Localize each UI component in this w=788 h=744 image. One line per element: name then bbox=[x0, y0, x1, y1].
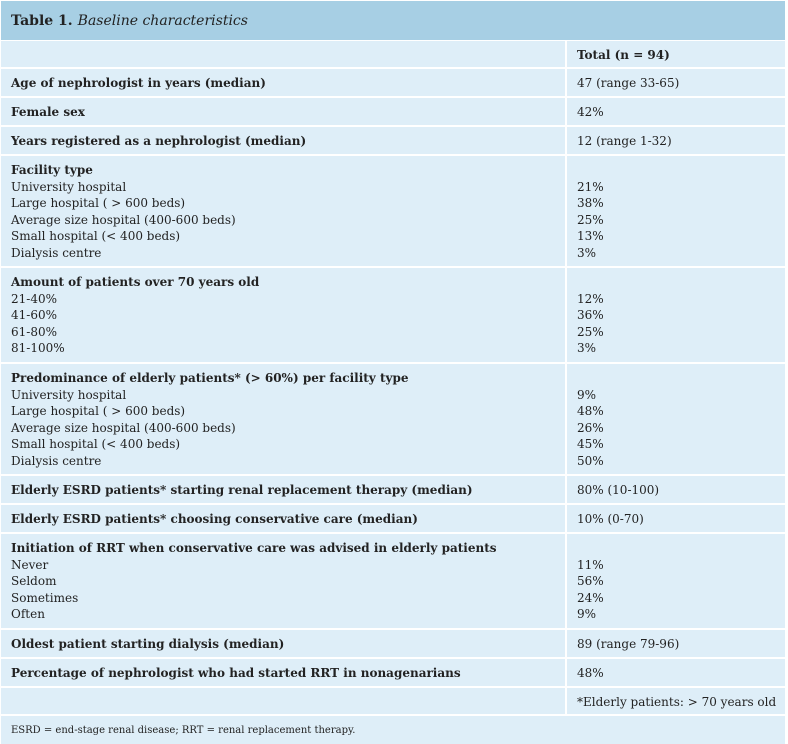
sub-item-value: 36% bbox=[577, 308, 604, 323]
sub-item-label: Never bbox=[11, 557, 49, 572]
header-row: Total (n = 94) bbox=[1, 41, 785, 69]
sub-item-value: 9% bbox=[577, 387, 597, 402]
sub-item-value: 12% bbox=[577, 291, 604, 306]
sub-item-label: University hospital bbox=[11, 179, 127, 194]
sub-item-label: Large hospital ( > 600 beds) bbox=[11, 196, 186, 211]
row-value-group: 11% 56% 24% 9% bbox=[567, 534, 785, 628]
table-number: Table 1. bbox=[11, 12, 73, 29]
group-heading: Facility type bbox=[11, 163, 93, 177]
sub-item-value: 24% bbox=[577, 590, 604, 605]
table-title: Baseline characteristics bbox=[77, 12, 248, 29]
sub-item-value: 26% bbox=[577, 420, 604, 435]
table-row: Female sex 42% bbox=[1, 98, 785, 127]
sub-item-label: Average size hospital (400-600 beds) bbox=[11, 420, 236, 435]
table-row: Oldest patient starting dialysis (median… bbox=[1, 630, 785, 659]
sub-item-value: 25% bbox=[577, 212, 604, 227]
sub-item-label: 61-80% bbox=[11, 324, 57, 339]
group-heading: Predominance of elderly patients* (> 60%… bbox=[11, 371, 409, 385]
row-label: Female sex bbox=[1, 98, 567, 125]
row-label: Oldest patient starting dialysis (median… bbox=[1, 630, 567, 657]
header-label-cell bbox=[1, 41, 567, 67]
row-label-group: Predominance of elderly patients* (> 60%… bbox=[1, 364, 567, 474]
row-label: Elderly ESRD patients* starting renal re… bbox=[1, 476, 567, 503]
sub-item-label: Average size hospital (400-600 beds) bbox=[11, 212, 236, 227]
table-footnote: ESRD = end-stage renal disease; RRT = re… bbox=[1, 716, 785, 744]
table-row: Age of nephrologist in years (median) 47… bbox=[1, 69, 785, 98]
elderly-note-spacer bbox=[1, 688, 567, 714]
group-heading: Amount of patients over 70 years old bbox=[11, 275, 260, 289]
elderly-note-row: *Elderly patients: > 70 years old bbox=[1, 688, 785, 716]
row-label-group: Facility type University hospital Large … bbox=[1, 156, 567, 266]
row-label-group: Initiation of RRT when conservative care… bbox=[1, 534, 567, 628]
table-row: Percentage of nephrologist who had start… bbox=[1, 659, 785, 688]
row-value: 10% (0-70) bbox=[577, 512, 644, 526]
sub-item-label: University hospital bbox=[11, 387, 127, 402]
sub-item-value: 9% bbox=[577, 607, 597, 622]
sub-item-value: 3% bbox=[577, 245, 597, 260]
sub-item-value: 13% bbox=[577, 229, 604, 244]
table-row-predominance-elderly: Predominance of elderly patients* (> 60%… bbox=[1, 364, 785, 476]
group-heading: Initiation of RRT when conservative care… bbox=[11, 541, 497, 555]
row-label: Elderly ESRD patients* choosing conserva… bbox=[1, 505, 567, 532]
sub-item-value: 56% bbox=[577, 574, 604, 589]
table-row-rrt-initiation: Initiation of RRT when conservative care… bbox=[1, 534, 785, 630]
table-row: Years registered as a nephrologist (medi… bbox=[1, 127, 785, 156]
row-value: 12 (range 1-32) bbox=[577, 134, 672, 148]
row-value: 48% bbox=[577, 666, 604, 680]
row-label-group: Amount of patients over 70 years old 21-… bbox=[1, 268, 567, 362]
sub-item-label: Sometimes bbox=[11, 590, 79, 605]
sub-item-label: Large hospital ( > 600 beds) bbox=[11, 404, 186, 419]
sub-item-label: Dialysis centre bbox=[11, 453, 102, 468]
elderly-note: *Elderly patients: > 70 years old bbox=[577, 695, 777, 709]
sub-item-value: 48% bbox=[577, 404, 604, 419]
table-caption: Table 1. Baseline characteristics bbox=[1, 1, 785, 41]
sub-item-label: Dialysis centre bbox=[11, 245, 102, 260]
table-row: Elderly ESRD patients* starting renal re… bbox=[1, 476, 785, 505]
sub-item-label: Small hospital (< 400 beds) bbox=[11, 229, 181, 244]
table-row: Elderly ESRD patients* choosing conserva… bbox=[1, 505, 785, 534]
row-value: 42% bbox=[577, 105, 604, 119]
table-row-patients-over-70: Amount of patients over 70 years old 21-… bbox=[1, 268, 785, 364]
row-value: 80% (10-100) bbox=[577, 483, 660, 497]
sub-item-value: 11% bbox=[577, 557, 604, 572]
sub-item-label: Often bbox=[11, 607, 45, 622]
sub-item-label: 41-60% bbox=[11, 308, 57, 323]
row-value: 47 (range 33-65) bbox=[577, 76, 680, 90]
sub-item-label: 21-40% bbox=[11, 291, 57, 306]
row-label: Percentage of nephrologist who had start… bbox=[1, 659, 567, 686]
row-label: Age of nephrologist in years (median) bbox=[1, 69, 567, 96]
sub-item-value: 50% bbox=[577, 453, 604, 468]
row-value-group: 12% 36% 25% 3% bbox=[567, 268, 785, 362]
sub-item-value: 45% bbox=[577, 437, 604, 452]
sub-item-label: Small hospital (< 400 beds) bbox=[11, 437, 181, 452]
sub-item-label: 81-100% bbox=[11, 341, 65, 356]
row-value-group: 9% 48% 26% 45% 50% bbox=[567, 364, 785, 474]
sub-item-value: 38% bbox=[577, 196, 604, 211]
row-label: Years registered as a nephrologist (medi… bbox=[1, 127, 567, 154]
sub-item-label: Seldom bbox=[11, 574, 57, 589]
table-row-facility-type: Facility type University hospital Large … bbox=[1, 156, 785, 268]
sub-item-value: 3% bbox=[577, 341, 597, 356]
column-header-total: Total (n = 94) bbox=[577, 48, 670, 62]
row-value: 89 (range 79-96) bbox=[577, 637, 680, 651]
sub-item-value: 25% bbox=[577, 324, 604, 339]
row-value-group: 21% 38% 25% 13% 3% bbox=[567, 156, 785, 266]
sub-item-value: 21% bbox=[577, 179, 604, 194]
